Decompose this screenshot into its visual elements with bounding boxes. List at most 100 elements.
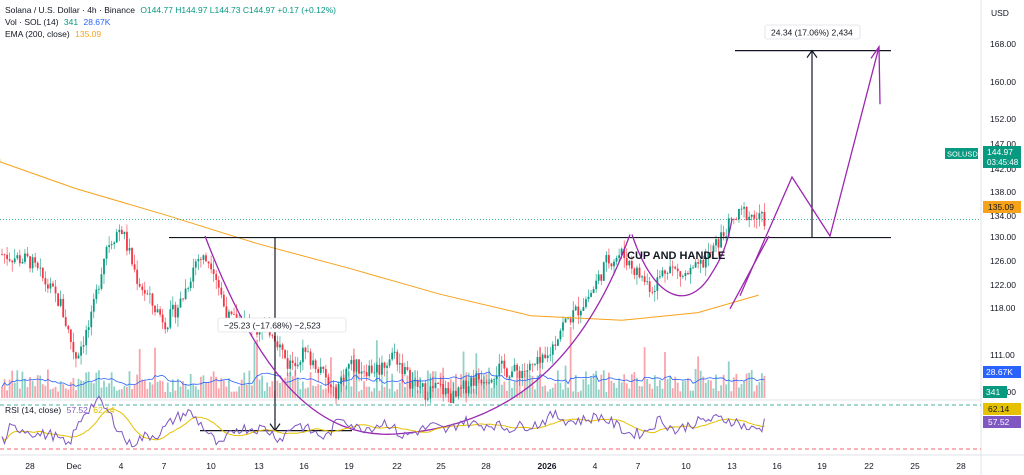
volume-bar bbox=[136, 374, 139, 398]
measure-down-label: −25.23 (−17.68%) −2,523 bbox=[217, 317, 347, 333]
candle-body bbox=[322, 366, 325, 370]
volume-bar bbox=[261, 375, 263, 398]
volume-bar bbox=[702, 376, 705, 398]
volume-bar bbox=[455, 373, 457, 398]
rsi-legend[interactable]: RSI (14, close) 57.52 62.14 bbox=[5, 405, 118, 416]
candle-body bbox=[332, 386, 335, 388]
candle-body bbox=[439, 383, 442, 385]
candle-body bbox=[378, 364, 381, 375]
candle-body bbox=[699, 259, 702, 264]
candle-body bbox=[358, 359, 360, 374]
candle-body bbox=[309, 351, 312, 366]
handle-curve[interactable] bbox=[631, 219, 733, 297]
volume-bar bbox=[3, 379, 6, 398]
price-axis-ticks[interactable]: 168.00 160.00 152.00 147.00 142.00 138.00 134.… bbox=[990, 39, 1016, 397]
candle-body bbox=[388, 359, 391, 366]
candle-body bbox=[664, 270, 666, 274]
candle-body bbox=[164, 322, 167, 330]
volume-bar bbox=[623, 374, 626, 398]
candle-body bbox=[748, 216, 751, 220]
measure-up-arrow[interactable] bbox=[806, 49, 818, 238]
candle-body bbox=[108, 245, 110, 248]
candle-body bbox=[24, 253, 26, 262]
volume-bar bbox=[370, 391, 373, 398]
projection-path[interactable] bbox=[739, 46, 880, 297]
ohlc-values: O144.77 H144.97 L144.73 C144.97 +0.17 (+… bbox=[140, 5, 336, 15]
handle-breakout-line[interactable] bbox=[729, 235, 770, 310]
candle-body bbox=[353, 359, 355, 372]
candle-body bbox=[327, 377, 330, 385]
time-label: 10 bbox=[206, 461, 216, 471]
volume-bar bbox=[674, 376, 677, 398]
volume-bar bbox=[559, 382, 562, 398]
volume-bar bbox=[666, 379, 669, 398]
volume-bar bbox=[761, 373, 763, 398]
volume-bar bbox=[732, 377, 735, 398]
volume-bar bbox=[256, 339, 258, 398]
price-tick: 152.00 bbox=[990, 114, 1016, 124]
measure-down-arrow[interactable] bbox=[269, 237, 281, 432]
candle-body bbox=[442, 383, 445, 395]
volume-bar bbox=[164, 391, 167, 398]
volume-bar bbox=[317, 384, 320, 398]
volume-ma-line bbox=[1, 371, 765, 387]
time-label: 4 bbox=[593, 461, 598, 471]
candle-body bbox=[623, 248, 626, 259]
candle-body bbox=[615, 257, 618, 262]
price-tick: 138.00 bbox=[990, 187, 1016, 197]
volume-bar bbox=[646, 378, 649, 398]
time-label: 2026 bbox=[538, 461, 557, 471]
volume-bar bbox=[294, 370, 297, 398]
volume-bar bbox=[222, 380, 225, 398]
candle-body bbox=[16, 255, 19, 259]
volume-bar bbox=[503, 381, 506, 398]
measure-down-text: −25.23 (−17.68%) −2,523 bbox=[224, 321, 321, 331]
candle-body bbox=[370, 365, 373, 373]
volume-bar bbox=[233, 391, 235, 398]
volume-bar bbox=[679, 391, 682, 398]
ema-legend[interactable]: EMA (200, close) 135.09 bbox=[5, 29, 104, 40]
candle-body bbox=[531, 363, 534, 365]
candle-body bbox=[541, 354, 544, 363]
candle-body bbox=[409, 370, 411, 389]
volume-bar bbox=[513, 381, 516, 398]
ema-200-line bbox=[0, 159, 759, 321]
price-tick: 134.00 bbox=[990, 211, 1016, 221]
volume-bar bbox=[268, 386, 271, 398]
candle-body bbox=[472, 377, 475, 386]
volume-bar bbox=[544, 385, 547, 398]
cup-curve[interactable] bbox=[204, 234, 631, 435]
volume-bar bbox=[126, 386, 128, 398]
time-label: Dec bbox=[66, 461, 82, 471]
volume-bar bbox=[215, 376, 218, 398]
candle-body bbox=[452, 391, 455, 403]
volume-bar bbox=[141, 379, 144, 398]
candle-body bbox=[628, 260, 631, 266]
volume-legend[interactable]: Vol · SOL (14) 341 28.67K bbox=[5, 17, 113, 28]
candle-body bbox=[159, 309, 161, 315]
candle-body bbox=[302, 347, 304, 363]
candle-body bbox=[207, 261, 210, 264]
volume-bar bbox=[480, 381, 483, 398]
volume-bar bbox=[572, 391, 575, 398]
candle-body bbox=[120, 229, 123, 235]
volume-bar bbox=[546, 391, 549, 398]
candle-body bbox=[416, 379, 419, 387]
candle-body bbox=[651, 291, 654, 293]
candle-body bbox=[577, 306, 580, 316]
volume-bar bbox=[108, 383, 110, 398]
volume-bar bbox=[383, 387, 386, 398]
symbol-title[interactable]: Solana / U.S. Dollar · 4h · Binance bbox=[5, 5, 135, 15]
volume-bar bbox=[396, 389, 399, 398]
volume-bar bbox=[26, 387, 29, 398]
candle-body bbox=[396, 351, 399, 365]
rsi-value: 57.52 bbox=[66, 405, 88, 415]
candle-body bbox=[85, 329, 88, 346]
time-axis-labels[interactable]: 28 Dec 4 7 10 13 16 19 22 25 28 2026 4 7 10 13 16 19 22 25 2… bbox=[25, 461, 966, 471]
candle-body bbox=[131, 247, 133, 265]
volume-badges: 28.67K 341 bbox=[983, 366, 1021, 398]
volume-bar bbox=[103, 380, 105, 398]
candle-body bbox=[679, 271, 682, 277]
candle-body bbox=[447, 388, 450, 394]
